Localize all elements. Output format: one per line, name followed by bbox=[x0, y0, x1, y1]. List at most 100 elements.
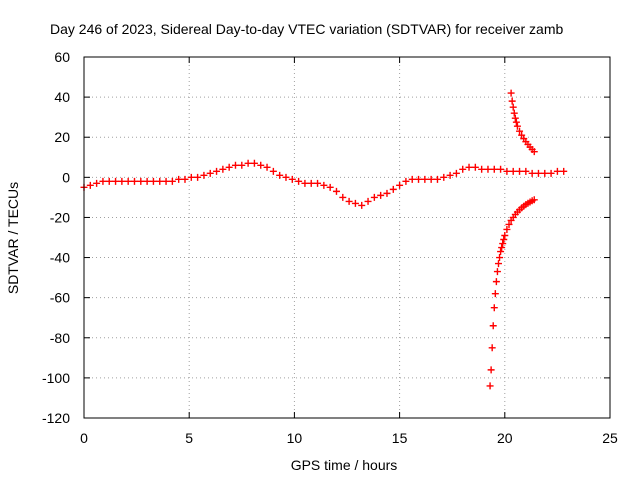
data-point bbox=[501, 231, 509, 239]
data-point bbox=[494, 260, 502, 268]
data-point bbox=[452, 169, 460, 177]
data-point bbox=[124, 177, 132, 185]
data-point bbox=[244, 159, 252, 167]
axis-ticks: 0 5 10 15 20 25 -120 -100 -80 -60 -40 -20 0 20 40 60 bbox=[42, 49, 618, 446]
data-point bbox=[487, 366, 495, 374]
y-tick-label: 40 bbox=[54, 89, 70, 105]
data-point bbox=[509, 103, 517, 111]
data-point bbox=[408, 175, 416, 183]
data-point bbox=[522, 167, 530, 175]
data-point bbox=[508, 97, 516, 105]
data-point bbox=[288, 175, 296, 183]
y-tick-label: -60 bbox=[50, 290, 70, 306]
data-point bbox=[175, 175, 183, 183]
data-point bbox=[377, 191, 385, 199]
x-tick-label: 5 bbox=[185, 430, 193, 446]
data-point bbox=[530, 148, 538, 156]
grid-lines bbox=[84, 57, 610, 418]
data-point bbox=[332, 187, 340, 195]
y-tick-label: -80 bbox=[50, 330, 70, 346]
x-tick-label: 15 bbox=[392, 430, 408, 446]
data-point bbox=[516, 127, 524, 135]
x-tick-label: 25 bbox=[602, 430, 618, 446]
y-tick-label: -100 bbox=[42, 370, 70, 386]
data-point bbox=[162, 177, 170, 185]
data-point bbox=[238, 161, 246, 169]
y-tick-label: -20 bbox=[50, 209, 70, 225]
data-point bbox=[493, 268, 501, 276]
data-point bbox=[320, 181, 328, 189]
data-point bbox=[499, 240, 507, 248]
data-point bbox=[471, 163, 479, 171]
data-point bbox=[507, 89, 515, 97]
data-point bbox=[496, 254, 504, 262]
data-point bbox=[187, 173, 195, 181]
series-upper-branch bbox=[507, 89, 538, 156]
data-point bbox=[396, 181, 404, 189]
data-point bbox=[301, 179, 309, 187]
data-point bbox=[231, 161, 239, 169]
data-point bbox=[433, 175, 441, 183]
data-point bbox=[440, 173, 448, 181]
data-point bbox=[491, 290, 499, 298]
data-point bbox=[200, 171, 208, 179]
data-point bbox=[402, 177, 410, 185]
data-point bbox=[512, 118, 520, 126]
data-point bbox=[168, 177, 176, 185]
data-point bbox=[314, 179, 322, 187]
data-point bbox=[112, 177, 120, 185]
data-point bbox=[137, 177, 145, 185]
data-point bbox=[486, 382, 494, 390]
data-point bbox=[415, 175, 423, 183]
data-point bbox=[516, 167, 524, 175]
data-point bbox=[282, 173, 290, 181]
data-point bbox=[276, 171, 284, 179]
x-tick-label: 10 bbox=[287, 430, 303, 446]
y-tick-label: 60 bbox=[54, 49, 70, 65]
data-point bbox=[421, 175, 429, 183]
data-point bbox=[358, 201, 366, 209]
y-axis-title: SDTVAR / TECUs bbox=[5, 182, 21, 294]
data-point bbox=[490, 304, 498, 312]
data-point bbox=[511, 114, 519, 122]
data-point bbox=[156, 177, 164, 185]
data-point bbox=[560, 167, 568, 175]
data-point bbox=[490, 165, 498, 173]
data-point bbox=[250, 159, 258, 167]
data-point bbox=[93, 179, 101, 187]
data-point bbox=[339, 193, 347, 201]
x-tick-label: 0 bbox=[80, 430, 88, 446]
data-point bbox=[307, 179, 315, 187]
data-point bbox=[553, 167, 561, 175]
data-point bbox=[351, 199, 359, 207]
data-point bbox=[213, 167, 221, 175]
data-point bbox=[427, 175, 435, 183]
y-tick-label: 0 bbox=[62, 169, 70, 185]
data-point bbox=[86, 181, 94, 189]
data-point bbox=[219, 165, 227, 173]
data-series bbox=[80, 89, 568, 390]
data-point bbox=[478, 165, 486, 173]
data-point bbox=[510, 109, 518, 117]
data-point bbox=[105, 177, 113, 185]
data-point bbox=[370, 193, 378, 201]
data-point bbox=[383, 189, 391, 197]
data-point bbox=[206, 169, 214, 177]
data-point bbox=[509, 167, 517, 175]
data-point bbox=[149, 177, 157, 185]
data-point bbox=[225, 163, 233, 171]
x-axis-title: GPS time / hours bbox=[291, 457, 398, 473]
data-point bbox=[465, 163, 473, 171]
data-point bbox=[530, 196, 538, 204]
data-point bbox=[130, 177, 138, 185]
y-tick-label: -40 bbox=[50, 250, 70, 266]
data-point bbox=[326, 183, 334, 191]
data-point bbox=[541, 169, 549, 177]
plot-frame bbox=[83, 56, 611, 419]
data-point bbox=[118, 177, 126, 185]
data-point bbox=[181, 175, 189, 183]
data-point bbox=[345, 197, 353, 205]
data-point bbox=[446, 171, 454, 179]
data-point bbox=[547, 169, 555, 177]
